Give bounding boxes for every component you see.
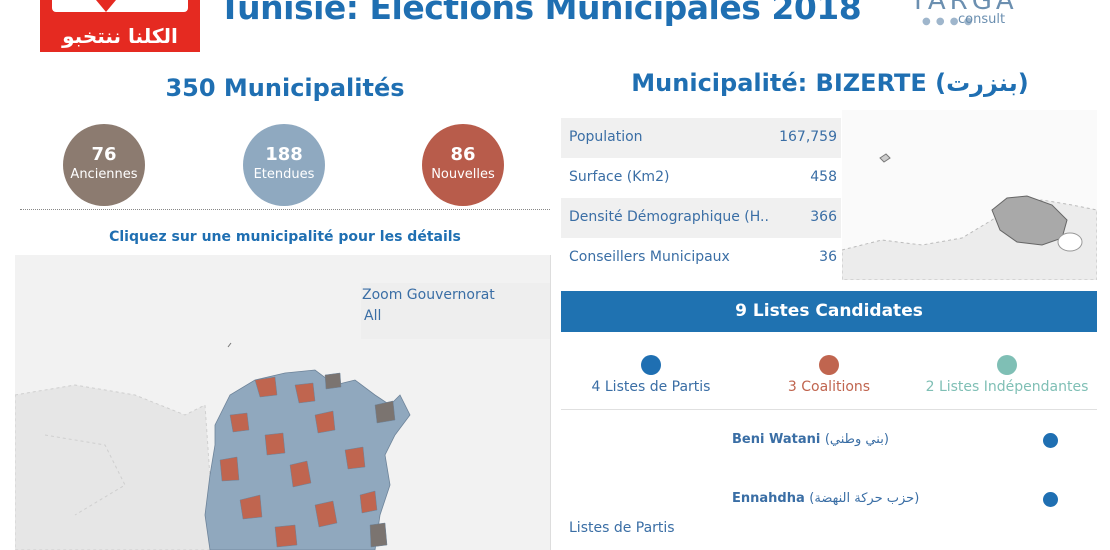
stat-anciennes-value: 76 (91, 144, 117, 165)
lists-category-label: Listes de Partis (569, 520, 675, 536)
stat-nouvelles-label: Nouvelles (431, 167, 495, 182)
logo-right: TARGA ● ● ● ● consult (900, 0, 1040, 36)
logo-right-sub: consult (958, 12, 1006, 27)
party-marker-icon[interactable] (1043, 492, 1058, 507)
logo-left: الكلنا ننتخبو (40, 0, 200, 52)
detail-key: Population (569, 129, 643, 145)
circle-icon (997, 355, 1017, 375)
detail-value: 458 (810, 169, 837, 185)
legend-coalitions[interactable]: 3 Coalitions (739, 355, 919, 395)
stat-nouvelles-value: 86 (450, 144, 476, 165)
logo-left-text: الكلنا ننتخبو (62, 24, 178, 48)
municipality[interactable] (294, 382, 316, 404)
legend-label: 4 Listes de Partis (591, 379, 711, 395)
municipality[interactable] (254, 376, 278, 398)
municipality[interactable] (219, 456, 240, 482)
lists-count-banner: 9 Listes Candidates (561, 291, 1097, 332)
municipality[interactable] (314, 410, 336, 434)
legend-independantes[interactable]: 2 Listes Indépendantes (917, 355, 1097, 395)
page-title: Tunisie: Elections Municipales 2018 (218, 0, 862, 27)
divider (20, 209, 550, 210)
detail-row: Surface (Km2) 458 (561, 158, 841, 198)
party-name: Ennahdha (732, 491, 805, 506)
party-arabic-name: (حزب حركة النهضة) (809, 491, 920, 506)
municipality[interactable] (359, 490, 378, 514)
municipality[interactable] (289, 460, 312, 488)
legend-label: 2 Listes Indépendantes (925, 379, 1089, 395)
municipality[interactable] (369, 522, 388, 548)
detail-key: Surface (Km2) (569, 169, 670, 185)
map-instruction: Cliquez sur une municipalité pour les dé… (109, 229, 461, 245)
party-item[interactable]: Beni Watani (بني وطني) (732, 432, 889, 447)
detail-key: Conseillers Municipaux (569, 249, 730, 265)
stat-anciennes[interactable]: 76 Anciennes (63, 124, 145, 206)
stat-anciennes-label: Anciennes (70, 167, 138, 182)
municipality-details: Population 167,759 Surface (Km2) 458 Den… (561, 118, 841, 280)
municipalities-count-title: 350 Municipalités (165, 74, 405, 102)
municipality[interactable] (374, 400, 396, 424)
stat-etendues-value: 188 (265, 144, 303, 165)
party-item[interactable]: Ennahdha (حزب حركة النهضة) (732, 491, 919, 506)
party-marker-icon[interactable] (1043, 433, 1058, 448)
municipality[interactable] (264, 432, 286, 456)
municipality[interactable] (314, 500, 338, 528)
detail-value: 167,759 (779, 129, 837, 145)
stat-etendues[interactable]: 188 Etendues (243, 124, 325, 206)
legend-label: 3 Coalitions (787, 379, 871, 395)
logo-dots-icon: ● ● ● ● (922, 16, 974, 27)
detail-key: Densité Démographique (H.. (569, 209, 769, 225)
panel-divider (550, 255, 551, 550)
stat-etendues-label: Etendues (253, 167, 315, 182)
logo-right-name: TARGA (910, 0, 1018, 16)
circle-icon (641, 355, 661, 375)
detail-row: Densité Démographique (H.. 366 (561, 198, 841, 238)
party-name: Beni Watani (732, 432, 821, 447)
stat-nouvelles[interactable]: 86 Nouvelles (422, 124, 504, 206)
zoom-label: Zoom Gouvernorat (362, 287, 495, 303)
divider (561, 409, 1097, 410)
circle-icon (819, 355, 839, 375)
detail-row: Population 167,759 (561, 118, 841, 158)
municipality[interactable] (274, 524, 298, 548)
municipality-title: Municipalité: BIZERTE (بنزرت) (631, 69, 1029, 97)
detail-value: 36 (819, 249, 837, 265)
party-arabic-name: (بني وطني) (824, 432, 889, 447)
municipality[interactable] (239, 494, 263, 520)
zoom-gouvernorat-filter[interactable]: Zoom Gouvernorat All (361, 283, 550, 339)
municipality[interactable] (344, 446, 366, 470)
tunisia-map[interactable]: Zoom Gouvernorat All (15, 255, 550, 550)
detail-row: Conseillers Municipaux 36 (561, 238, 841, 278)
bizerte-mini-map[interactable] (842, 110, 1097, 280)
municipality[interactable] (324, 372, 342, 390)
lists-legend: 4 Listes de Partis 3 Coalitions 2 Listes… (561, 355, 1097, 405)
detail-value: 366 (810, 209, 837, 225)
legend-partis[interactable]: 4 Listes de Partis (561, 355, 741, 395)
municipality[interactable] (229, 412, 250, 433)
bizerte-shape[interactable] (991, 195, 1068, 246)
zoom-value[interactable]: All (364, 308, 382, 324)
